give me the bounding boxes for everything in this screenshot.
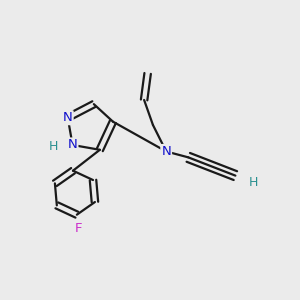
Text: N: N [63, 111, 73, 124]
Text: N: N [68, 139, 77, 152]
Text: H: H [49, 140, 58, 153]
Text: F: F [74, 222, 82, 235]
Text: H: H [248, 176, 258, 189]
Text: N: N [161, 145, 171, 158]
